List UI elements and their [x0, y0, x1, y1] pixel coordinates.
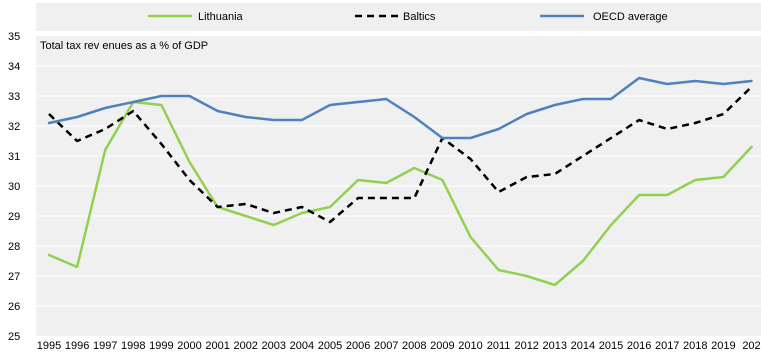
x-tick-label: 2000 — [177, 340, 201, 352]
x-tick-label: 2018 — [683, 340, 707, 352]
series-line-lithuania — [47, 100, 753, 287]
x-tick-label: 1998 — [121, 340, 145, 352]
series-line-oecd-average — [47, 76, 753, 140]
gridlines — [36, 65, 761, 307]
x-tick-label: 2009 — [430, 340, 454, 352]
x-tick-label: 2015 — [599, 340, 623, 352]
x-tick-label: 2007 — [374, 340, 398, 352]
x-tick-label: 2008 — [402, 340, 426, 352]
x-tick-label: 2013 — [543, 340, 567, 352]
y-tick-label: 34 — [8, 61, 20, 73]
x-tick-label: 2004 — [290, 340, 314, 352]
legend-label-lithuania: Lithuania — [198, 11, 244, 23]
y-tick-label: 26 — [8, 301, 20, 313]
x-tick-label: 1997 — [93, 340, 117, 352]
y-tick-label: 28 — [8, 241, 20, 253]
x-axis: 1995 1996 1997 1998 1999 2000 2001 2002 2003 2004… — [37, 340, 761, 352]
y-tick-label: 31 — [8, 151, 20, 163]
x-tick-label: 2016 — [627, 340, 651, 352]
x-tick-label: 2006 — [346, 340, 370, 352]
x-tick-label: 2003 — [262, 340, 286, 352]
legend: Lithuania Baltics OECD average — [148, 11, 668, 23]
x-tick-label: 2017 — [655, 340, 679, 352]
x-tick-label: 2011 — [487, 340, 511, 352]
x-tick-label: 2012 — [514, 340, 538, 352]
series-lines — [47, 76, 753, 287]
y-tick-label: 30 — [8, 181, 20, 193]
x-tick-label: 2014 — [571, 340, 595, 352]
x-tick-label: 2019 — [711, 340, 735, 352]
y-tick-label: 32 — [8, 121, 20, 133]
x-tick-label: 2005 — [318, 340, 342, 352]
x-tick-label: 1999 — [149, 340, 173, 352]
y-tick-label: 33 — [8, 91, 20, 103]
chart-title: Total tax rev enues as a % of GDP — [40, 40, 208, 52]
x-tick-label: 2010 — [458, 340, 482, 352]
y-tick-label: 25 — [8, 331, 20, 343]
legend-label-oecd-average: OECD average — [593, 11, 668, 23]
x-tick-label: 2001 — [205, 340, 229, 352]
y-axis: 25 26 27 28 29 30 31 32 33 34 35 — [8, 31, 20, 343]
y-tick-label: 35 — [8, 31, 20, 43]
legend-label-baltics: Baltics — [403, 11, 436, 23]
y-tick-label: 29 — [8, 211, 20, 223]
x-tick-label: 1995 — [37, 340, 61, 352]
x-tick-label: 202 — [742, 340, 760, 352]
x-tick-label: 2002 — [233, 340, 257, 352]
y-tick-label: 27 — [8, 271, 20, 283]
x-tick-label: 1996 — [65, 340, 89, 352]
